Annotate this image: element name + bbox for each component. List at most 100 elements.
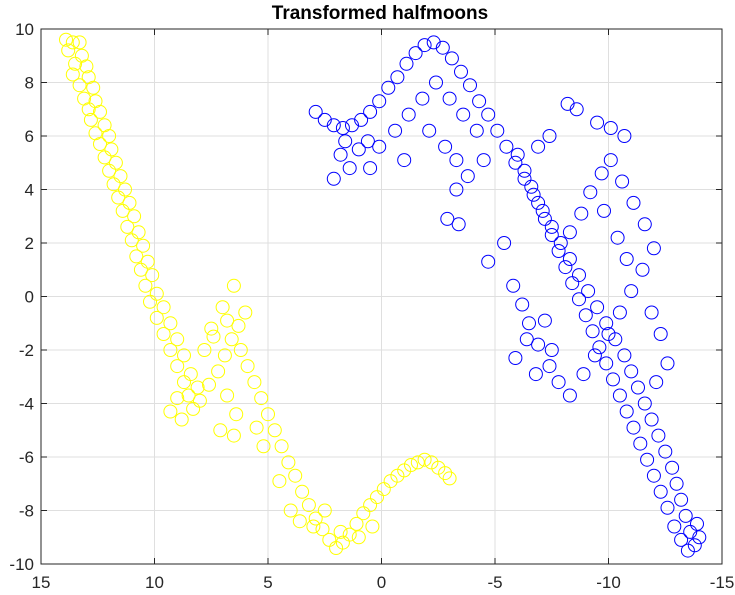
data-point (624, 284, 639, 299)
data-point (665, 460, 680, 475)
data-point (59, 32, 73, 47)
data-point (79, 59, 94, 74)
data-point (599, 356, 614, 371)
data-point (127, 209, 142, 224)
data-point (138, 278, 153, 293)
data-point (449, 182, 464, 197)
data-point (660, 500, 675, 515)
data-point (156, 300, 171, 315)
data-point (372, 94, 387, 109)
data-point (472, 94, 487, 109)
x-tick-label: 10 (145, 573, 164, 592)
data-point (544, 219, 559, 234)
data-point (351, 142, 366, 157)
data-point (333, 147, 348, 162)
data-point (224, 332, 239, 347)
data-point (617, 348, 632, 363)
data-point (261, 407, 275, 422)
data-point (360, 134, 375, 149)
data-point (601, 327, 616, 341)
data-point (644, 412, 659, 427)
data-point (590, 300, 605, 315)
data-point (163, 343, 178, 357)
data-point (637, 396, 652, 411)
data-point (515, 297, 530, 312)
data-point (435, 40, 450, 55)
data-point (97, 150, 112, 165)
data-point (315, 522, 330, 537)
data-point (301, 498, 316, 513)
x-tick-label: 15 (32, 573, 51, 592)
data-point (508, 155, 523, 170)
data-point (292, 514, 307, 529)
data-point (115, 203, 130, 218)
data-point (308, 511, 323, 526)
data-point (592, 340, 607, 355)
data-point (133, 262, 148, 277)
data-point (68, 56, 83, 71)
data-point (86, 80, 101, 95)
data-point (553, 236, 568, 250)
data-point (531, 195, 546, 210)
data-point (220, 313, 235, 328)
data-point (583, 185, 598, 200)
data-point (544, 228, 559, 242)
data-point (528, 367, 543, 382)
data-point (170, 332, 185, 347)
data-point (363, 498, 378, 513)
data-point (519, 332, 534, 347)
data-point (415, 91, 430, 106)
data-point (649, 375, 664, 390)
data-point (326, 171, 341, 186)
data-point (429, 75, 443, 90)
data-point (506, 278, 521, 293)
data-point (510, 147, 525, 162)
y-tick-label: 4 (25, 181, 34, 200)
data-point (442, 91, 457, 106)
data-point (170, 391, 185, 406)
data-point (181, 388, 196, 403)
data-point (674, 532, 689, 547)
data-point (481, 107, 496, 122)
data-point (93, 104, 107, 119)
data-point (240, 359, 255, 374)
data-point (424, 455, 439, 470)
data-point (365, 519, 380, 534)
data-point (578, 308, 593, 323)
data-point (626, 420, 641, 435)
data-point (113, 169, 128, 184)
data-point (680, 543, 695, 558)
data-point (678, 508, 693, 523)
data-point (226, 428, 241, 443)
chart-title: Transformed halfmoons (272, 3, 488, 24)
data-point (524, 179, 539, 194)
data-point (631, 380, 645, 395)
data-point (669, 476, 684, 491)
data-point (326, 118, 341, 133)
data-point (408, 46, 423, 61)
data-point (81, 102, 96, 117)
data-point (220, 388, 235, 403)
data-point (72, 78, 87, 93)
data-point (295, 484, 310, 499)
data-point (317, 112, 332, 127)
data-point (690, 516, 704, 531)
data-point (417, 452, 432, 467)
data-point (542, 129, 557, 143)
data-point (401, 107, 416, 122)
data-point (213, 423, 228, 438)
data-point (149, 310, 164, 325)
data-point (646, 241, 661, 256)
y-tick-label: -8 (19, 502, 34, 521)
data-point (426, 35, 441, 50)
data-point (603, 121, 618, 135)
data-point (417, 38, 432, 53)
data-point (170, 359, 185, 374)
x-tick-label: -15 (710, 573, 735, 592)
series-1-points (308, 35, 707, 558)
data-point (238, 305, 253, 320)
data-point (363, 161, 378, 176)
data-point (211, 364, 226, 379)
data-point (363, 104, 378, 119)
data-point (560, 96, 575, 111)
